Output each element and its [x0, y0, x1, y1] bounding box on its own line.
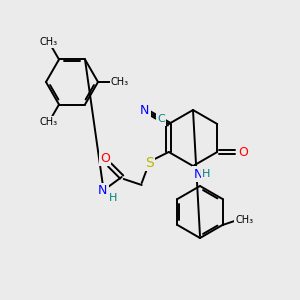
Text: O: O — [100, 152, 110, 164]
Text: CH₃: CH₃ — [111, 77, 129, 87]
Text: S: S — [145, 156, 154, 170]
Text: H: H — [109, 193, 117, 203]
Text: C: C — [158, 115, 165, 124]
Text: H: H — [202, 169, 210, 179]
Text: N: N — [98, 184, 107, 197]
Text: N: N — [140, 104, 149, 118]
Text: CH₃: CH₃ — [40, 37, 58, 47]
Text: N: N — [193, 167, 203, 181]
Text: CH₃: CH₃ — [40, 117, 58, 127]
Text: CH₃: CH₃ — [236, 215, 253, 225]
Text: O: O — [238, 146, 248, 158]
